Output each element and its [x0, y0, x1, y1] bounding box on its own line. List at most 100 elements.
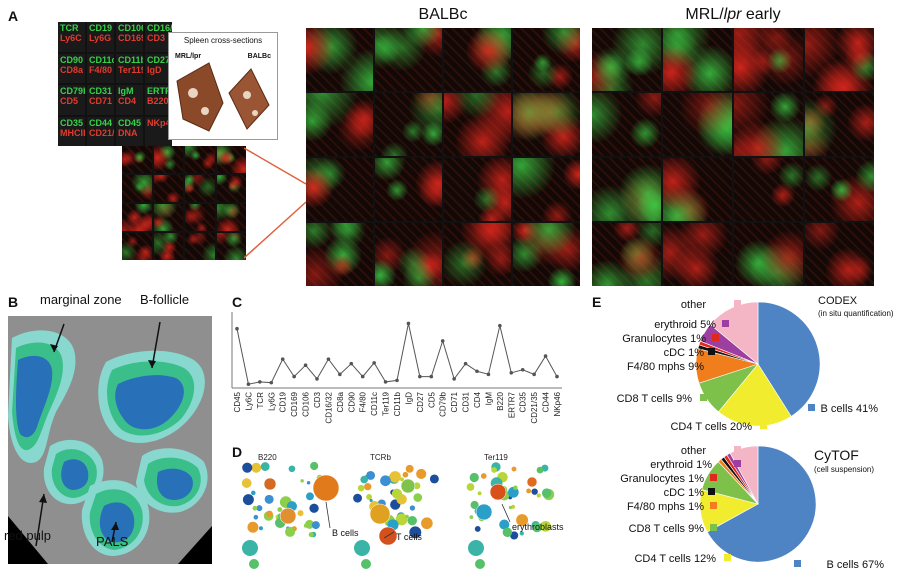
pie-legend-swatch: [724, 554, 731, 561]
chart-tick-label: CD4: [473, 391, 482, 408]
legend-cell: CD19 Ly6G: [87, 22, 114, 52]
pie-legend-swatch: [722, 320, 729, 327]
chart-point: [509, 371, 514, 375]
bubble-annotation-line: [325, 501, 331, 529]
bubble-node: [309, 503, 319, 513]
bubble-node: [526, 488, 532, 494]
bubble-node: [256, 505, 263, 512]
mrl-title-italic: lpr: [723, 6, 742, 23]
bubble-node: [306, 492, 314, 501]
bubble-node: [241, 478, 252, 488]
chart-point: [463, 361, 468, 366]
bubble-annotation: T cells: [396, 532, 422, 542]
bubble-node: [264, 494, 274, 504]
bubble-node: [266, 510, 273, 518]
microscopy-tile: [663, 93, 732, 156]
label-b-follicle: B-follicle: [140, 292, 190, 307]
mrl-image-grid: [592, 28, 874, 286]
bubble-node: [511, 504, 516, 509]
microscopy-tile: [734, 158, 803, 221]
bubble-node: [421, 517, 433, 530]
b-follicle-2: [115, 375, 184, 430]
microscopy-tile: [122, 175, 152, 202]
legend-red-marker: DNA: [118, 127, 138, 138]
microscopy-tile: [805, 93, 874, 156]
panel-label-c: C: [232, 294, 243, 310]
bubble-node: [251, 490, 256, 496]
bubble-node: [242, 462, 253, 473]
legend-red-marker: CD21/35: [89, 127, 114, 138]
chart-tick-label: F4/80: [359, 391, 368, 412]
pie-legend-swatch: [710, 474, 717, 481]
panel-label-b: B: [8, 294, 19, 310]
microscopy-tile: [185, 146, 215, 173]
bubble-annotation: B cells: [332, 528, 359, 538]
pie-legend-swatch: [808, 404, 815, 411]
highlighted-bubble-node: [263, 477, 277, 491]
pie-legend-swatch: [712, 334, 719, 341]
pie-title-cytof: CyTOF: [814, 447, 859, 463]
bubble-node: [308, 532, 314, 538]
b-follicle-5: [99, 502, 135, 543]
legend-red-marker: CD8a: [60, 64, 84, 75]
chart-tick-label: NKp46: [553, 391, 562, 416]
bubble-tree: Ter119: [466, 453, 555, 569]
bubble-node: [405, 464, 414, 473]
bubble-node: [311, 521, 320, 530]
bubble-node: [516, 514, 529, 527]
chart-tick-label: CD106: [302, 391, 311, 416]
chart-point: [440, 339, 445, 343]
chart-tick-label: Ly6G: [267, 392, 276, 411]
bubble-node: [519, 531, 524, 536]
pie-label-cytof: F4/80 mphs 1%: [627, 501, 704, 513]
chart-point: [418, 374, 422, 379]
highlighted-bubble-node: [526, 476, 538, 488]
pie-label-cytof: cDC 1%: [664, 487, 705, 499]
microscopy-tile: [805, 223, 874, 286]
chart-point: [349, 361, 354, 366]
marker-line-chart: CD45 Ly6C TCR Ly6G CD19 CD169 CD106 CD3 CD16/32 C…: [231, 312, 562, 424]
legend-green-marker: CD90: [60, 54, 84, 65]
microscopy-tile: [375, 28, 442, 91]
chart-tick-label: CD5: [427, 391, 436, 408]
bubble-node: [413, 482, 421, 490]
chart-tick-label: ERTR7: [507, 391, 516, 418]
chart-point: [372, 361, 376, 365]
chart-point: [326, 357, 331, 361]
legend-cell: NKp46: [145, 116, 172, 146]
microscopy-tile: [513, 28, 580, 91]
microscopy-tile: [734, 28, 803, 91]
arrow-red-pulp: [35, 493, 45, 547]
legend-cell: CD31 CD71: [87, 85, 114, 115]
microscopy-tile: [306, 223, 373, 286]
bubble-node: [249, 559, 259, 569]
bubble-node: [508, 505, 513, 510]
legend-red-marker: CD71: [89, 96, 113, 106]
chart-tick-label: Ter119: [382, 391, 391, 415]
bubble-node: [499, 519, 510, 530]
pie-label-codex: B cells 41%: [821, 403, 879, 415]
bubble-node: [300, 479, 304, 483]
microscopy-tile: [306, 28, 373, 91]
bubble-node: [511, 466, 517, 472]
chart-point: [246, 382, 251, 386]
label-marginal-zone: marginal zone: [40, 292, 122, 307]
legend-red-marker: CD5: [60, 96, 79, 106]
microscopy-tile: [663, 28, 732, 91]
microscopy-tile: [444, 93, 511, 156]
chart-point: [235, 326, 239, 331]
bubble-annotation: erythroblasts: [512, 522, 564, 532]
label-pals: PALS: [96, 534, 129, 549]
pie-label-codex: CD8 T cells 9%: [617, 393, 693, 405]
highlighted-bubble-node: [312, 474, 340, 502]
microscopy-tile: [216, 204, 246, 231]
chart-point: [269, 380, 274, 385]
bubble-node: [474, 526, 481, 532]
microscopy-tile: [153, 146, 183, 173]
b-follicle-4: [61, 459, 89, 490]
chart-tick-label: TCR: [256, 392, 265, 409]
highlighted-bubble-node: [400, 478, 416, 494]
legend-green-marker: CD44: [89, 117, 113, 128]
pie-title-codex: CODEX: [818, 295, 858, 307]
legend-cell: ERTR7B220: [145, 85, 172, 115]
